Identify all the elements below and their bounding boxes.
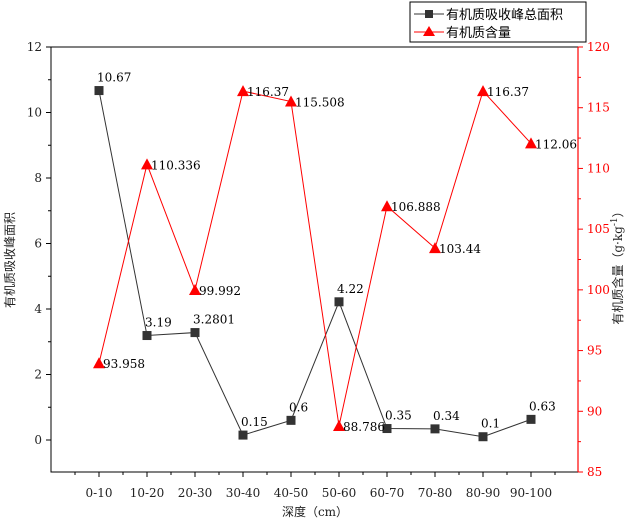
right-y-tick-label: 110 bbox=[587, 161, 610, 175]
series-1-data-label: 4.22 bbox=[337, 282, 364, 296]
left-y-tick-label: 10 bbox=[27, 106, 42, 120]
left-y-tick-label: 12 bbox=[27, 40, 42, 54]
right-y-axis: 85 90 95 100 105 110 115 120 bbox=[578, 40, 610, 479]
x-tick-label: 40-50 bbox=[274, 486, 309, 500]
right-y-axis-title-base: 有机质含量（g·kg bbox=[610, 226, 625, 325]
series-2-data-label: 93.958 bbox=[103, 357, 145, 371]
x-axis: 0-10 10-20 20-30 30-40 40-50 50-60 60-70 70-80 8… bbox=[74, 472, 556, 500]
series-1-point bbox=[286, 415, 296, 425]
series-1-point bbox=[238, 430, 248, 440]
series-2-point bbox=[381, 200, 393, 212]
right-y-tick-label: 115 bbox=[587, 101, 610, 115]
right-y-axis-title-sup: -1 bbox=[610, 217, 620, 226]
series-2-point bbox=[93, 357, 105, 369]
x-tick-label: 60-70 bbox=[370, 486, 405, 500]
series-1-data-label: 0.35 bbox=[385, 409, 412, 423]
x-tick-label: 50-60 bbox=[322, 486, 357, 500]
x-tick-label: 70-80 bbox=[418, 486, 453, 500]
series-1-point bbox=[190, 328, 200, 338]
x-tick-label: 30-40 bbox=[226, 486, 261, 500]
series-2-data-label: 106.888 bbox=[391, 200, 441, 214]
series-2-line bbox=[98, 90, 532, 427]
legend-marker-square-icon bbox=[425, 10, 433, 18]
left-y-axis-title: 有机质吸收峰面积 bbox=[3, 212, 17, 308]
legend-label-series-2: 有机质含量 bbox=[446, 25, 511, 41]
series-1-data-label: 0.34 bbox=[433, 409, 460, 423]
series-2-point bbox=[477, 85, 489, 97]
legend-item-series-1: 有机质吸收峰总面积 bbox=[414, 8, 563, 23]
series-2-data-label: 116.37 bbox=[487, 85, 529, 99]
series-2-data-label: 115.508 bbox=[295, 96, 345, 110]
series-2-data-label: 99.992 bbox=[199, 284, 241, 298]
x-tick-label: 80-90 bbox=[466, 486, 501, 500]
series-2-data-label: 88.786 bbox=[343, 420, 385, 434]
legend-marker-triangle-icon bbox=[423, 26, 435, 36]
series-1-data-label: 10.67 bbox=[97, 71, 131, 85]
series-1-point bbox=[142, 331, 152, 341]
series-2-data-label: 112.06 bbox=[535, 137, 577, 151]
legend-box bbox=[409, 1, 587, 43]
series-1-point bbox=[382, 424, 392, 434]
series-2-point bbox=[525, 137, 537, 149]
right-y-axis-title-end: ） bbox=[611, 205, 625, 217]
left-y-tick-label: 0 bbox=[34, 433, 42, 447]
series-1-point bbox=[430, 424, 440, 434]
series-1-point bbox=[94, 86, 104, 96]
left-y-tick-label: 4 bbox=[34, 302, 42, 316]
series-organic-peak-area: 10.67 3.19 3.2801 0.15 0.6 4.22 0.35 0.34 0.1 0.6… bbox=[94, 71, 556, 442]
series-1-line bbox=[98, 90, 532, 438]
x-tick-label: 0-10 bbox=[86, 486, 113, 500]
x-tick-label: 20-30 bbox=[178, 486, 213, 500]
series-2-data-label: 110.336 bbox=[151, 158, 201, 172]
right-y-tick-label: 100 bbox=[587, 283, 610, 297]
x-axis-title: 深度（cm） bbox=[282, 504, 348, 519]
legend-label-series-1: 有机质吸收峰总面积 bbox=[446, 8, 563, 23]
series-1-point bbox=[334, 297, 344, 307]
legend-item-series-2: 有机质含量 bbox=[414, 25, 511, 41]
series-1-point bbox=[526, 414, 536, 424]
series-2-point bbox=[333, 420, 345, 432]
left-y-tick-label: 6 bbox=[34, 237, 42, 251]
right-y-tick-label: 95 bbox=[587, 344, 602, 358]
series-1-data-label: 0.1 bbox=[481, 417, 500, 431]
series-2-data-label: 103.44 bbox=[439, 242, 481, 256]
series-2-point bbox=[237, 85, 249, 97]
right-y-axis-title: 有机质含量（g·kg-1） bbox=[610, 205, 625, 324]
series-2-point bbox=[429, 242, 441, 254]
right-y-tick-label: 85 bbox=[587, 465, 602, 479]
left-y-axis: 0 2 4 6 8 10 12 bbox=[27, 40, 51, 447]
right-y-tick-label: 120 bbox=[587, 40, 610, 54]
series-1-data-label: 0.63 bbox=[529, 399, 556, 413]
series-2-point bbox=[189, 283, 201, 295]
series-organic-matter-content: 93.958 110.336 99.992 116.37 115.508 88.786 10… bbox=[93, 85, 577, 434]
right-y-tick-label: 105 bbox=[587, 222, 610, 236]
left-y-tick-label: 8 bbox=[34, 171, 42, 185]
series-2-point bbox=[285, 95, 297, 107]
series-1-data-label: 0.6 bbox=[289, 400, 308, 414]
left-y-tick-label: 2 bbox=[34, 368, 42, 382]
series-1-point bbox=[478, 432, 488, 442]
series-2-point bbox=[141, 158, 153, 170]
series-2-data-label: 116.37 bbox=[247, 85, 289, 99]
series-1-data-label: 0.15 bbox=[241, 415, 268, 429]
right-y-tick-label: 90 bbox=[587, 404, 602, 418]
x-tick-label: 90-100 bbox=[510, 486, 552, 500]
series-1-data-label: 3.19 bbox=[145, 316, 172, 330]
series-1-data-label: 3.2801 bbox=[193, 313, 235, 327]
x-tick-label: 10-20 bbox=[130, 486, 165, 500]
legend: 有机质吸收峰总面积 有机质含量 bbox=[409, 1, 587, 43]
